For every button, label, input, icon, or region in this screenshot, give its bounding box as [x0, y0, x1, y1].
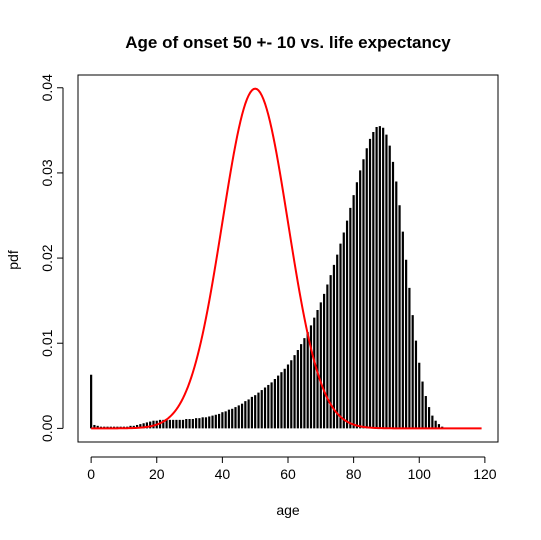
density-line — [91, 87, 482, 430]
chart-title: Age of onset 50 +- 10 vs. life expectanc… — [125, 33, 451, 52]
y-tick-label: 0.03 — [39, 159, 55, 186]
x-tick-label: 120 — [473, 466, 497, 482]
x-tick-label: 80 — [346, 466, 362, 482]
line-series — [91, 87, 482, 430]
x-tick-label: 60 — [280, 466, 296, 482]
y-tick-label: 0.00 — [39, 415, 55, 442]
y-axis-label: pdf — [5, 250, 21, 270]
y-tick-label: 0.02 — [39, 244, 55, 271]
y-tick-label: 0.01 — [39, 329, 55, 356]
y-axis: 0.00 0.01 0.02 0.03 0.04 — [39, 74, 64, 442]
y-tick-label: 0.04 — [39, 74, 55, 101]
x-tick-label: 20 — [149, 466, 165, 482]
x-tick-label: 40 — [215, 466, 231, 482]
x-tick-label: 0 — [87, 466, 95, 482]
x-axis-label: age — [276, 502, 300, 518]
bar-series — [90, 126, 450, 429]
x-axis: 0 20 40 60 80 100 120 — [87, 456, 497, 482]
x-tick-label: 100 — [408, 466, 432, 482]
plot-frame — [77, 74, 499, 443]
